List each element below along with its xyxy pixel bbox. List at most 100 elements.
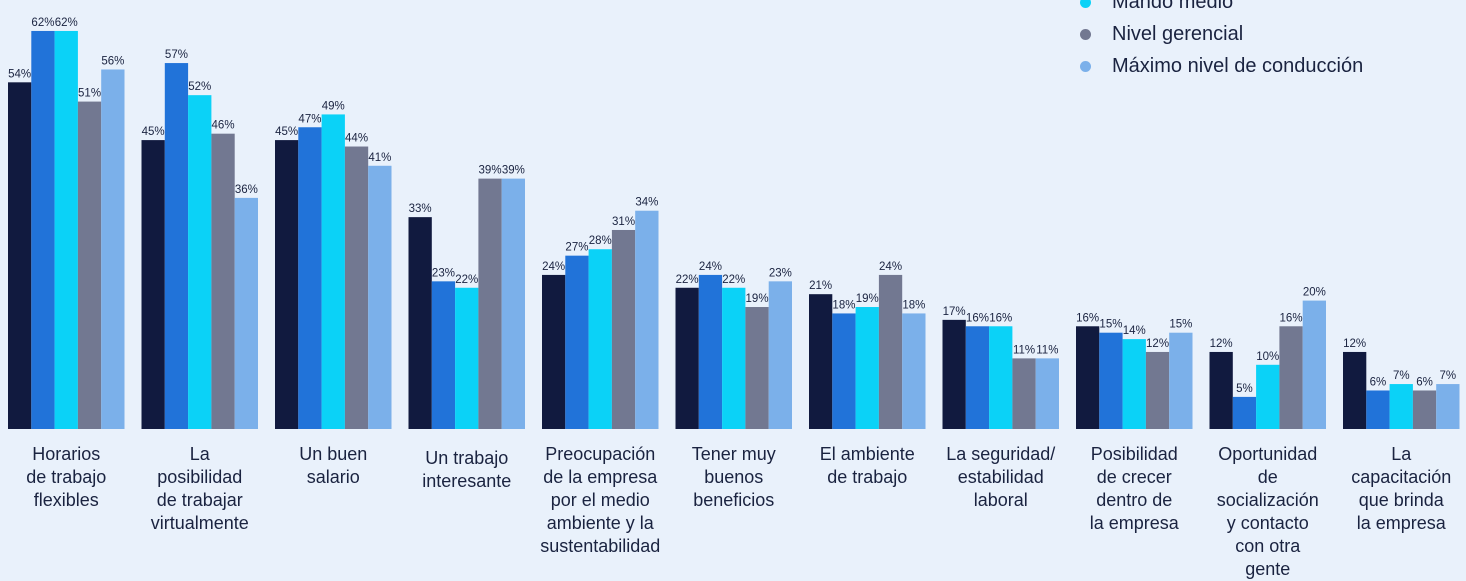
category-label-line: virtualmente	[150, 513, 249, 533]
bar-c8-s2	[1122, 339, 1146, 429]
category-label-line: salario	[306, 467, 360, 487]
bar-c7-s1	[965, 326, 990, 429]
bar-c7-s4	[1035, 358, 1059, 429]
data-label-c8-s1: 15%	[1099, 319, 1122, 331]
data-label-c6-s0: 21%	[809, 280, 832, 292]
data-label-c2-s4: 41%	[368, 152, 391, 164]
data-label-c3-s4: 39%	[502, 165, 525, 177]
data-label-c0-s2: 62%	[55, 17, 78, 29]
bar-c3-s4	[501, 178, 525, 429]
data-label-c9-s2: 10%	[1256, 351, 1279, 363]
data-label-c2-s1: 47%	[298, 113, 321, 125]
category-label-line: ambiente y la	[546, 513, 654, 533]
bar-c9-s3	[1279, 326, 1303, 429]
category-label-line: posibilidad	[157, 467, 243, 487]
data-label-c0-s0: 54%	[8, 68, 31, 80]
data-label-c9-s4: 20%	[1303, 287, 1326, 299]
category-label-line: buenos	[704, 467, 764, 487]
chart-legend: Mando medio Nivel gerencial Máximo nivel…	[1080, 0, 1363, 82]
data-label-c5-s2: 22%	[722, 274, 745, 286]
category-label-line: Posibilidad	[1090, 444, 1178, 464]
data-label-c0-s3: 51%	[78, 88, 101, 100]
data-label-c5-s1: 24%	[699, 261, 722, 273]
data-label-c5-s0: 22%	[676, 274, 699, 286]
bar-c2-s4	[368, 165, 392, 429]
bar-c1-s1	[164, 63, 189, 430]
legend-item-maximo-nivel: Máximo nivel de conducción	[1080, 50, 1363, 82]
bar-c0-s4	[101, 69, 125, 429]
data-label-c9-s0: 12%	[1210, 338, 1233, 350]
category-label-line: beneficios	[693, 490, 775, 510]
data-label-c8-s2: 14%	[1123, 325, 1146, 337]
bar-c1-s4	[234, 197, 258, 429]
category-label-line: La	[189, 444, 210, 464]
bar-c3-s3	[478, 178, 502, 429]
data-label-c1-s2: 52%	[188, 81, 211, 93]
category-label-line: la empresa	[1089, 513, 1179, 533]
category-label-9: Oportunidad de socialización y contacto con …	[1200, 443, 1336, 581]
legend-swatch-maximo-nivel	[1080, 60, 1091, 72]
data-label-c8-s3: 12%	[1146, 338, 1169, 350]
category-label-line: dentro de	[1096, 490, 1173, 510]
bar-c4-s3	[611, 229, 636, 429]
legend-label-mando-medio: Mando medio	[1112, 0, 1234, 13]
category-label-line: Oportunidad	[1218, 444, 1318, 464]
legend-swatch-mando-medio	[1080, 0, 1091, 8]
bar-c7-s0	[942, 319, 966, 429]
bar-c5-s2	[722, 287, 746, 429]
data-label-c6-s3: 24%	[879, 261, 902, 273]
bar-c8-s0	[1076, 326, 1100, 429]
bar-c7-s2	[989, 326, 1013, 429]
category-label-line: capacitación	[1351, 467, 1452, 487]
bar-c1-s2	[188, 95, 212, 429]
data-label-c6-s4: 18%	[902, 299, 925, 311]
bar-c4-s2	[588, 249, 612, 429]
category-label-line: estabilidad	[957, 467, 1044, 487]
bar-c10-s4	[1436, 384, 1460, 429]
bar-c10-s3	[1412, 390, 1437, 429]
category-label-line: Tener muy	[691, 444, 776, 464]
data-label-c4-s1: 27%	[565, 242, 588, 254]
bar-c5-s4	[768, 281, 792, 429]
category-label-line: de crecer	[1096, 467, 1172, 487]
category-label-line: de	[1257, 467, 1278, 487]
bar-c8-s3	[1145, 351, 1170, 429]
category-label-line: de trabajo	[827, 467, 908, 487]
bar-c6-s4	[902, 313, 926, 429]
category-label-4: Preocupación de la empresa por el medio amb…	[532, 443, 668, 558]
bar-c2-s0	[275, 140, 299, 429]
category-label-line: sustentabilidad	[540, 536, 661, 556]
data-label-c3-s2: 22%	[455, 274, 478, 286]
data-label-c4-s3: 31%	[612, 216, 635, 228]
bar-c6-s3	[878, 274, 903, 429]
legend-label-maximo-nivel: Máximo nivel de conducción	[1112, 54, 1364, 77]
data-label-c1-s3: 46%	[212, 120, 235, 132]
data-label-c0-s4: 56%	[101, 55, 124, 67]
bar-c9-s4	[1302, 300, 1326, 429]
data-label-c9-s1: 5%	[1236, 383, 1253, 395]
category-label-6: El ambiente de trabajo	[799, 443, 935, 489]
data-label-c4-s2: 28%	[589, 235, 612, 247]
data-label-c1-s4: 36%	[235, 184, 258, 196]
bar-c2-s2	[321, 114, 345, 430]
data-label-c10-s2: 7%	[1393, 370, 1410, 382]
category-label-line: gente	[1245, 559, 1291, 579]
data-label-c3-s0: 33%	[409, 203, 432, 215]
category-label-line: Horarios	[32, 444, 101, 464]
bar-c0-s2	[54, 30, 78, 430]
bar-c10-s0	[1343, 351, 1367, 429]
bar-c0-s3	[77, 101, 102, 429]
bar-c9-s2	[1256, 364, 1280, 429]
data-label-c1-s1: 57%	[165, 49, 188, 61]
category-label-line: Preocupación	[545, 444, 656, 464]
bar-c8-s1	[1099, 332, 1123, 429]
category-label-2: Un buen salario	[265, 443, 401, 489]
category-label-line: La seguridad/	[946, 444, 1056, 464]
category-label-3: Un trabajo interesante	[399, 447, 535, 493]
bar-c5-s0	[675, 287, 699, 429]
category-label-5: Tener muy buenos beneficios	[666, 443, 802, 512]
data-label-c10-s4: 7%	[1440, 370, 1457, 382]
bar-c3-s1	[431, 281, 456, 429]
data-label-c7-s0: 17%	[943, 306, 966, 318]
